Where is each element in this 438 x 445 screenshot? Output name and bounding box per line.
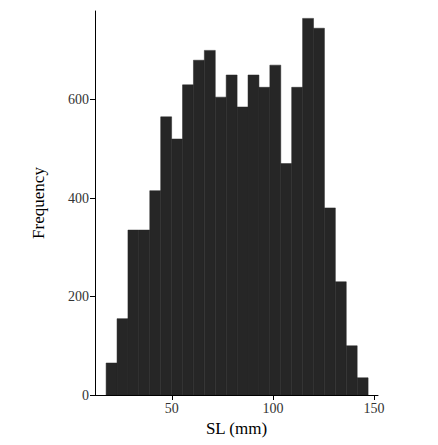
svg-text:Frequency: Frequency	[29, 167, 48, 239]
svg-text:100: 100	[262, 401, 283, 416]
svg-text:600: 600	[68, 92, 89, 107]
svg-text:0: 0	[82, 388, 89, 403]
svg-text:150: 150	[363, 401, 384, 416]
svg-text:50: 50	[165, 401, 179, 416]
svg-text:400: 400	[68, 191, 89, 206]
svg-text:SL (mm): SL (mm)	[206, 419, 267, 438]
svg-text:200: 200	[68, 289, 89, 304]
